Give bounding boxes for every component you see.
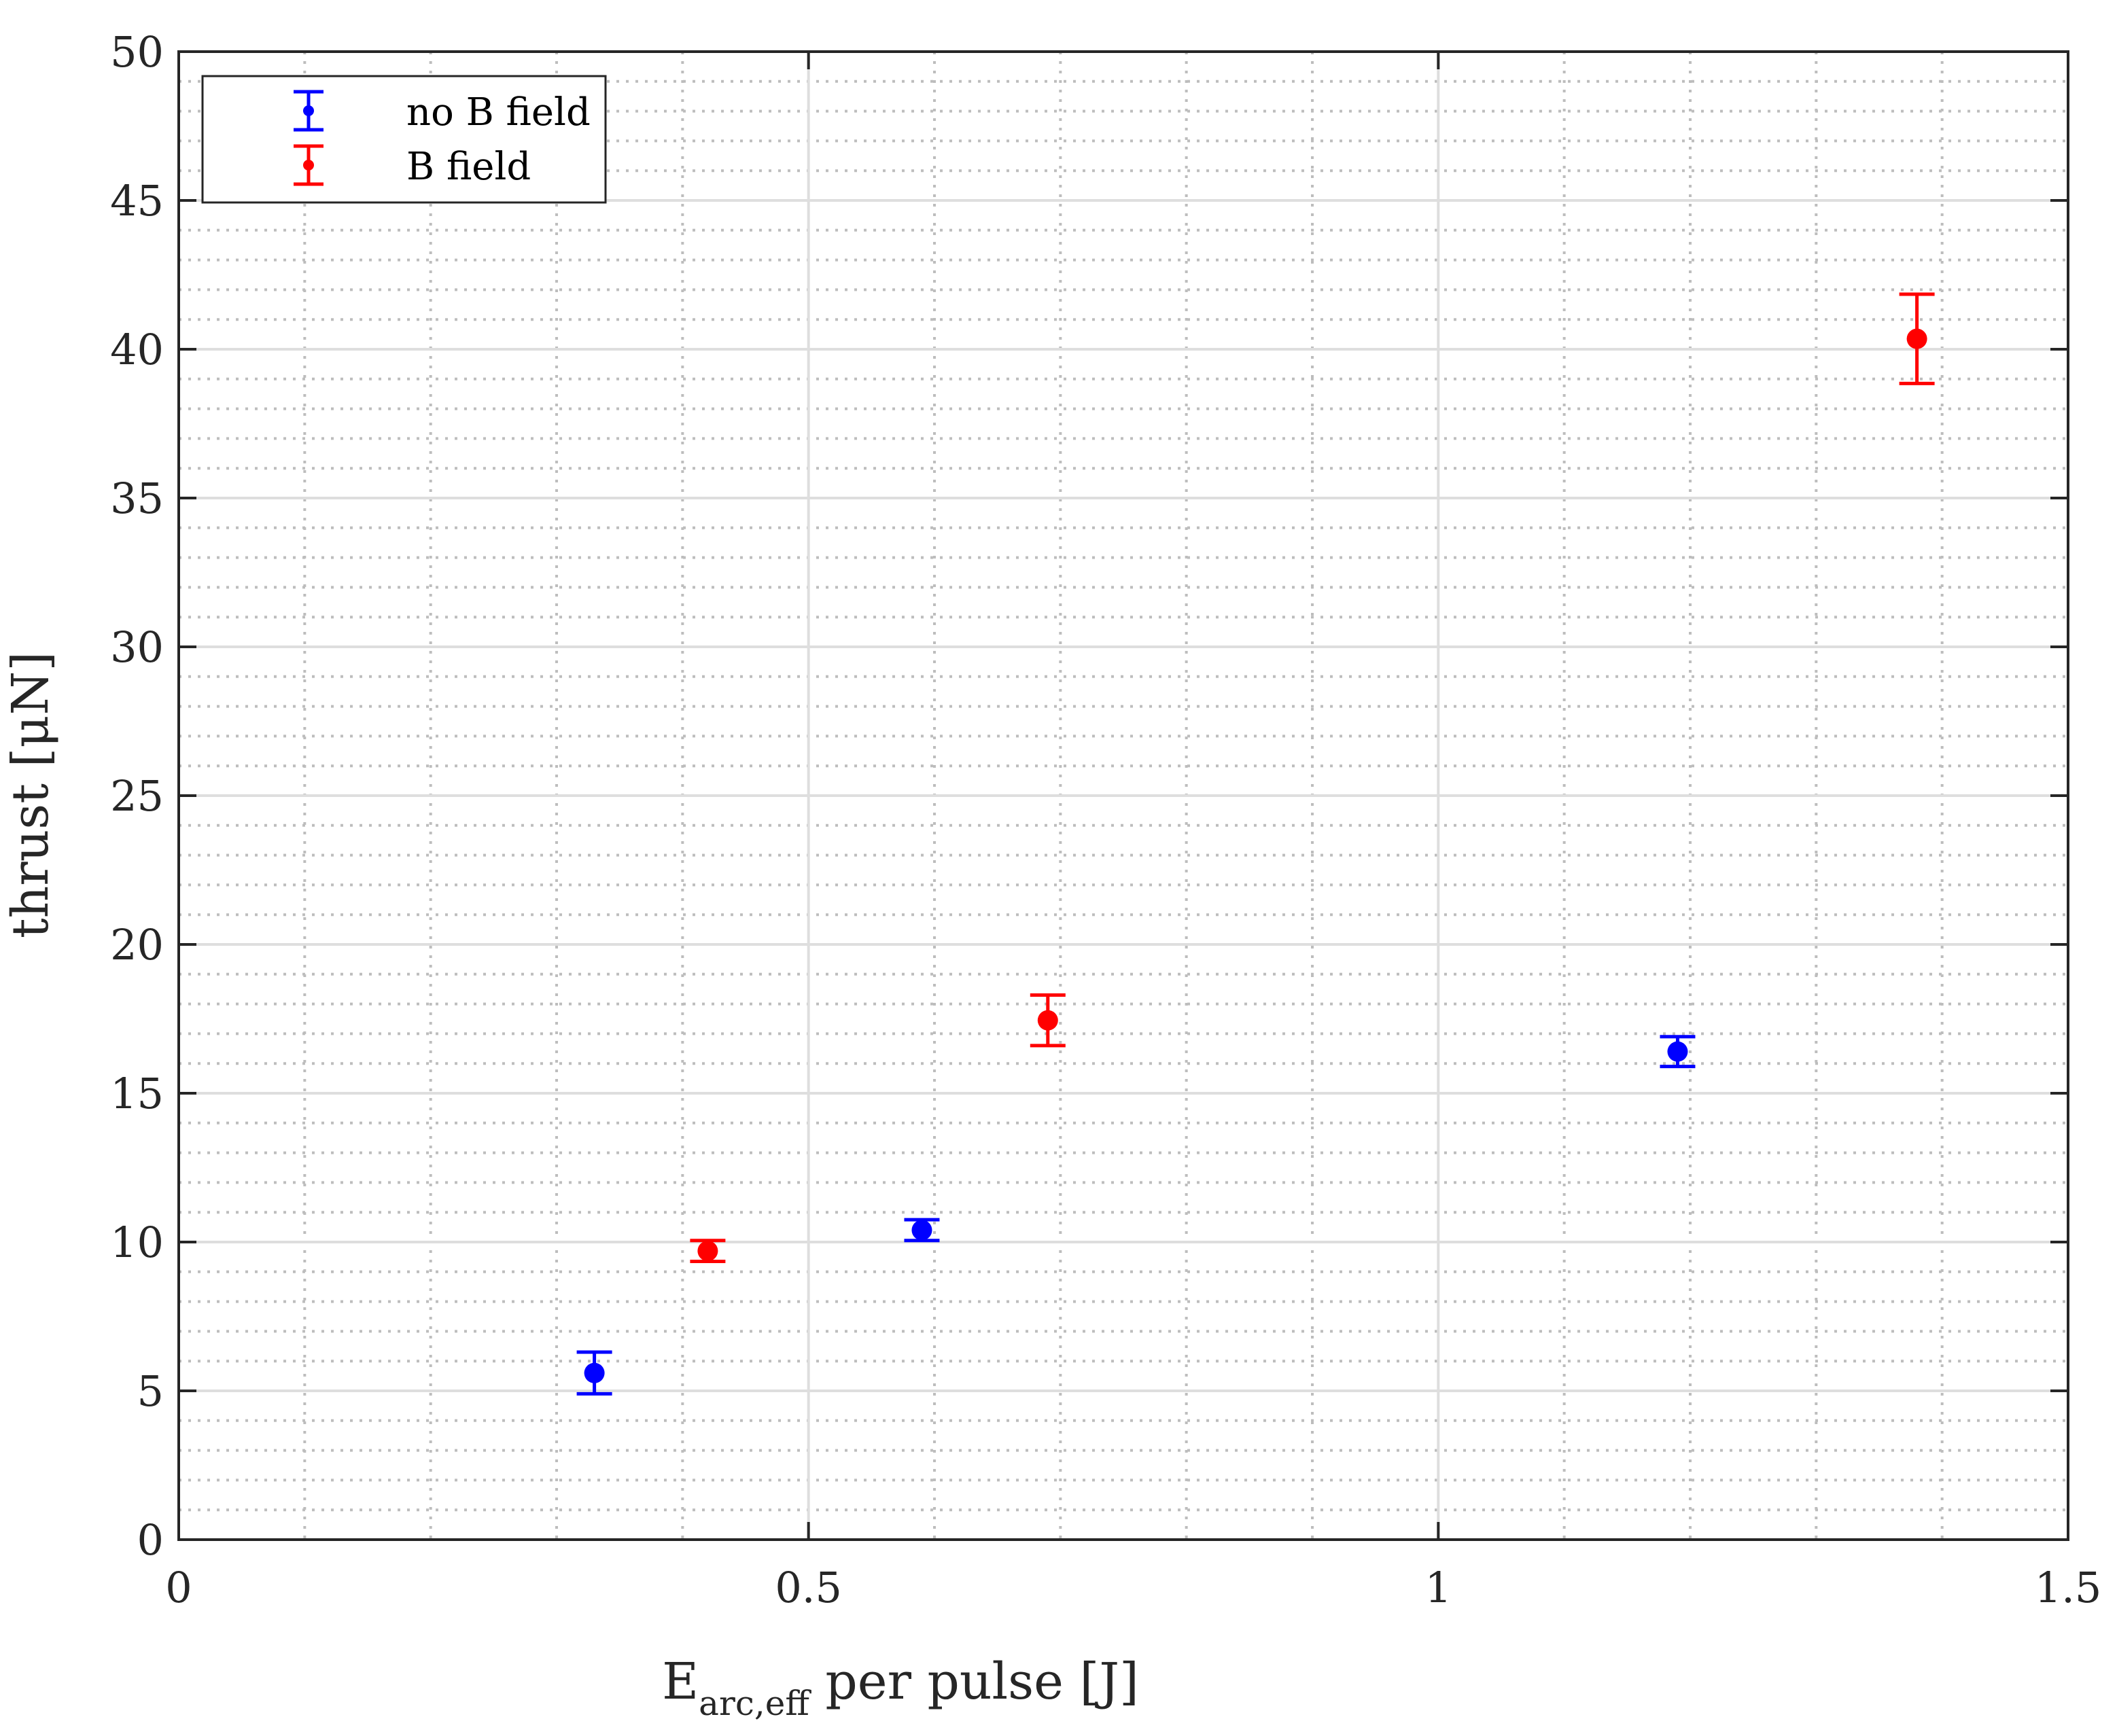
series-b-field: [690, 292, 1935, 1263]
y-tick-label: 40: [110, 325, 164, 374]
y-axis-ticks: 0 5 10 15 20 25 30 35 40 45 50: [110, 27, 2068, 1565]
data-point: [584, 1362, 605, 1383]
legend-label-b-field: B field: [406, 145, 531, 189]
x-axis-title-rest: per pulse [J]: [809, 1652, 1139, 1711]
legend-marker: [303, 160, 314, 171]
x-tick-label: 0: [165, 1563, 192, 1612]
data-point: [697, 1241, 718, 1262]
legend-glyph-no-b-field: [294, 90, 323, 132]
y-axis-title: thrust [μN]: [1, 652, 60, 938]
series-no-b-field: [576, 1035, 1696, 1396]
y-tick-label: 10: [110, 1218, 164, 1267]
legend-entry-no-b-field: no B field: [294, 90, 591, 135]
data-point: [911, 1220, 932, 1241]
y-tick-label: 25: [110, 771, 164, 821]
legend-box: [201, 75, 607, 204]
y-tick-label: 45: [110, 176, 164, 226]
legend-entry-b-field: B field: [294, 144, 531, 189]
x-tick-label: 0.5: [775, 1563, 842, 1612]
data-point: [1906, 328, 1927, 349]
y-tick-label: 50: [110, 27, 164, 77]
x-axis-ticks: 0 0.5 1 1.5: [165, 52, 2101, 1612]
y-tick-label: 5: [137, 1366, 164, 1416]
data-point: [1037, 1010, 1058, 1031]
y-tick-label: 20: [110, 920, 164, 970]
legend-glyph-b-field: [294, 144, 323, 186]
data-series: [576, 292, 1935, 1396]
x-axis-title: Earc,eff per pulse [J]: [662, 1652, 1139, 1723]
legend: no B field B field: [201, 75, 607, 204]
data-point: [1667, 1041, 1688, 1062]
x-tick-label: 1: [1425, 1563, 1452, 1612]
y-tick-label: 0: [137, 1515, 164, 1565]
y-tick-label: 30: [110, 622, 164, 672]
legend-marker: [303, 105, 314, 116]
x-axis-title-main: E: [662, 1652, 699, 1711]
y-tick-label: 35: [110, 474, 164, 523]
x-axis-title-subscript: arc,eff: [699, 1684, 811, 1723]
x-tick-label: 1.5: [2035, 1563, 2102, 1612]
legend-label-no-b-field: no B field: [406, 90, 591, 135]
y-tick-label: 15: [110, 1069, 164, 1118]
